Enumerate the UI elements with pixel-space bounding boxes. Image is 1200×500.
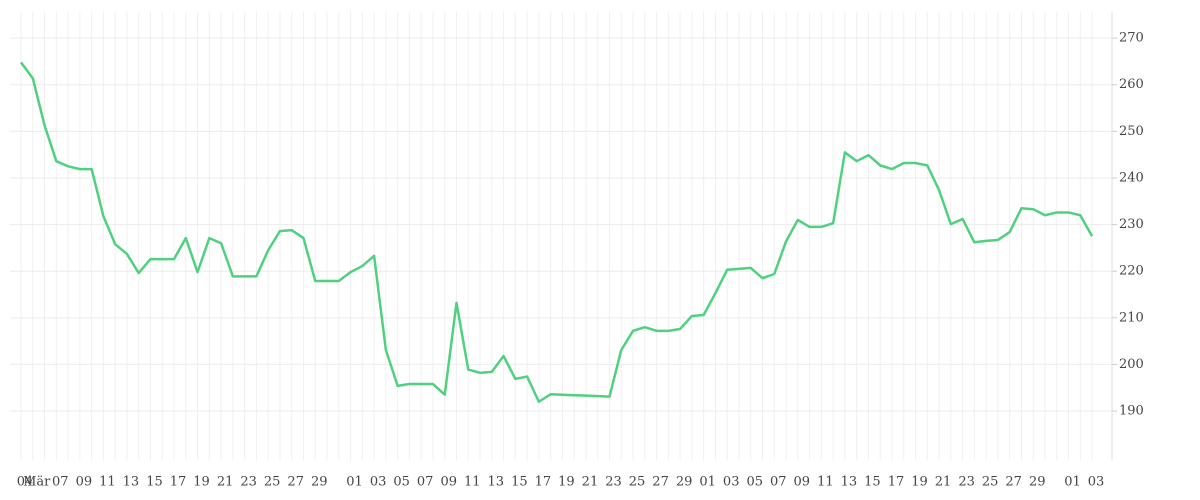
x-tick-label: 29	[1029, 475, 1046, 490]
x-tick-label: 29	[311, 475, 328, 490]
x-tick-label: 09	[440, 475, 457, 490]
x-tick-label: 17	[170, 475, 187, 490]
x-tick-label: 01	[346, 475, 363, 490]
x-tick-label: 09	[76, 475, 93, 490]
x-tick-label: 19	[558, 475, 575, 490]
x-tick-label: 19	[911, 475, 928, 490]
x-tick-label: 25	[982, 475, 999, 490]
y-tick-label: 190	[1119, 404, 1144, 419]
x-tick-label: 03	[370, 475, 387, 490]
y-tick-label: 260	[1119, 77, 1144, 92]
x-tick-label: 13	[841, 475, 858, 490]
x-tick-label: 13	[123, 475, 140, 490]
x-tick-label: 01	[699, 475, 716, 490]
y-tick-label: 220	[1119, 264, 1144, 279]
x-tick-label: 21	[217, 475, 234, 490]
data-line	[19, 61, 1094, 403]
x-tick-label: 19	[193, 475, 210, 490]
y-tick-label: 240	[1119, 170, 1144, 185]
x-tick-label: 03	[1088, 475, 1105, 490]
x-tick-label: 17	[535, 475, 552, 490]
x-tick-label: 09	[794, 475, 811, 490]
x-tick-label: 15	[146, 475, 163, 490]
x-tick-label: 07	[417, 475, 434, 490]
x-tick-label: 27	[287, 475, 304, 490]
x-tick-label: 04	[17, 475, 34, 490]
x-tick-label: 05	[393, 475, 410, 490]
x-tick-label: 25	[264, 475, 281, 490]
x-tick-label: Mär	[23, 475, 51, 490]
x-tick-label: 23	[605, 475, 622, 490]
x-tick-label: 11	[99, 475, 116, 490]
x-tick-label: 17	[888, 475, 905, 490]
x-tick-label: 13	[488, 475, 505, 490]
x-tick-label: 23	[240, 475, 257, 490]
x-tick-label: 03	[723, 475, 740, 490]
x-tick-label: 23	[958, 475, 975, 490]
y-tick-label: 200	[1119, 357, 1144, 372]
y-tick-label: 210	[1119, 310, 1144, 325]
x-tick-label: 15	[511, 475, 528, 490]
x-tick-label: 07	[52, 475, 69, 490]
x-tick-label: 11	[817, 475, 834, 490]
y-tick-label: 250	[1119, 124, 1144, 139]
x-tick-label: 11	[464, 475, 481, 490]
x-tick-label: 29	[676, 475, 693, 490]
x-tick-label: 21	[935, 475, 952, 490]
x-tick-label: 01	[1064, 475, 1081, 490]
x-tick-label: 27	[1005, 475, 1022, 490]
y-tick-label: 230	[1119, 217, 1144, 232]
x-tick-label: 25	[629, 475, 646, 490]
x-tick-label: 27	[652, 475, 669, 490]
x-tick-label: 07	[770, 475, 787, 490]
x-tick-label: 21	[582, 475, 599, 490]
y-tick-label: 270	[1119, 31, 1144, 46]
x-tick-label: 05	[746, 475, 763, 490]
x-tick-label: 15	[864, 475, 881, 490]
